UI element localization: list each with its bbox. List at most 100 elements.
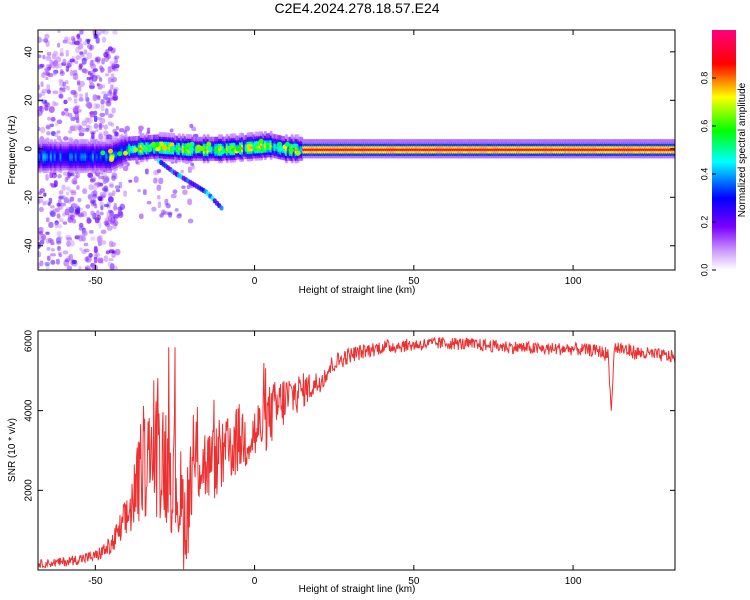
spectrogram-cell — [115, 126, 119, 131]
spectrogram-cell — [59, 218, 64, 223]
spectrogram-cell — [79, 247, 83, 251]
spectrogram-cell — [83, 242, 89, 247]
spectrogram-cell — [46, 54, 52, 60]
spectrogram-cell — [84, 256, 89, 262]
spectrogram-cell — [100, 150, 106, 156]
spectrogram-cell — [147, 127, 151, 134]
spectrogram-cell — [56, 230, 62, 237]
spectrogram-cell — [62, 250, 69, 255]
spectrogram-cell — [57, 246, 61, 250]
spectrogram-cell — [111, 175, 116, 181]
spectrogram-cell — [85, 266, 89, 270]
spectrogram-cell — [150, 141, 156, 147]
spectrogram-cell — [109, 113, 114, 118]
spectrogram-cell — [292, 143, 298, 149]
spectrogram-cell — [119, 203, 126, 210]
spectrogram-cell — [138, 213, 144, 220]
spectrogram-cell — [90, 200, 95, 205]
spectrogram-cell — [104, 217, 110, 224]
spectrogram-cell — [107, 92, 111, 96]
spectrogram-cell — [94, 203, 98, 209]
colorbar-label: Normalized spectral amplitude — [737, 82, 748, 217]
spectrogram-cell — [71, 260, 77, 265]
spectrogram-cell — [95, 252, 101, 258]
spectrogram-cell — [50, 248, 55, 252]
spectrogram-cell — [59, 87, 63, 91]
spectrogram-cell — [119, 128, 125, 133]
spectrogram-cell — [39, 260, 44, 267]
spectrogram-cell — [38, 84, 41, 91]
spectrogram-cell — [114, 131, 119, 137]
spectrogram-cell — [100, 240, 107, 245]
spectrogram-y-tick-label: -20 — [24, 190, 35, 205]
spectrogram-cell — [98, 131, 103, 139]
spectrogram-cell — [73, 174, 79, 180]
spectrogram-cell — [62, 221, 68, 225]
spectrogram-cell — [48, 106, 55, 113]
spectrogram-cell — [54, 132, 58, 138]
spectrogram-y-label: Frequency (Hz) — [7, 116, 18, 185]
spectrogram-cell — [78, 125, 84, 133]
spectrogram-cell — [145, 168, 149, 175]
spectrogram-cell — [77, 207, 84, 211]
spectrogram-cell — [105, 108, 109, 116]
spectrogram-cell — [107, 196, 114, 203]
spectrogram-cell — [135, 159, 139, 164]
spectrogram-cell — [98, 196, 103, 202]
snr-x-ticks: -50 0 50 100 — [88, 331, 582, 587]
spectrogram-cell — [52, 208, 59, 213]
spectrogram-cell — [78, 65, 83, 71]
spectrogram-cell — [70, 240, 75, 247]
spectrogram-cell — [98, 123, 102, 130]
spectrogram-cell — [85, 256, 90, 264]
spectrogram-cell — [277, 141, 283, 147]
spectrogram-x-ticks: -50 0 50 100 — [88, 30, 582, 287]
spectrogram-x-label: Height of straight line (km) — [299, 285, 416, 296]
spectrogram-cell — [59, 80, 65, 87]
snr-y-tick-label: 6000 — [24, 329, 35, 352]
spectrogram-cell — [65, 191, 70, 196]
spectrogram-cell — [51, 53, 56, 60]
colorbar-scale — [712, 30, 736, 270]
spectrogram-cell — [58, 62, 62, 69]
spectrogram-cell — [97, 83, 103, 90]
spectrogram-cell — [45, 237, 51, 244]
spectrogram-cell — [102, 178, 107, 185]
spectrogram-cell — [99, 112, 106, 117]
snr-y-label: SNR (10 * v/v) — [7, 418, 18, 482]
spectrogram-cell — [66, 206, 70, 212]
spectrogram-cell — [43, 192, 47, 197]
spectrogram-cell — [85, 127, 90, 132]
spectrogram-cell — [207, 146, 213, 152]
spectrogram-cell — [112, 265, 118, 270]
spectrogram-cell — [110, 241, 117, 247]
figure-title: C2E4.2024.278.18.57.E24 — [274, 0, 439, 16]
spectrogram-cell — [189, 123, 194, 129]
spectrogram-cell — [103, 255, 108, 262]
spectrogram-cell — [46, 84, 50, 91]
spectrogram-cell — [95, 56, 101, 63]
spectrogram-cell — [112, 47, 117, 53]
spectrogram-cell — [66, 265, 73, 270]
spectrogram-cell — [100, 205, 104, 211]
spectrogram-cell — [46, 125, 51, 130]
spectrogram-cell — [195, 147, 201, 153]
spectrogram-cell — [66, 62, 71, 69]
spectrogram-cell — [38, 198, 44, 204]
spectrogram-cell — [38, 38, 45, 42]
snr-x-tick-label: -50 — [88, 576, 103, 587]
spectrogram-cell — [81, 249, 87, 255]
spectrogram-cell — [77, 42, 84, 50]
spectrogram-cell — [66, 255, 71, 263]
spectrogram-cell — [90, 203, 94, 207]
spectrogram-cell — [95, 37, 100, 44]
spectrogram-cell — [288, 147, 294, 153]
spectrogram-cell — [105, 100, 112, 107]
spectrogram-cell — [92, 68, 97, 73]
spectrogram-cell — [100, 172, 107, 178]
spectrogram-cell — [108, 215, 112, 222]
spectrogram-cell — [65, 49, 69, 57]
spectrogram-cell — [59, 47, 64, 55]
spectrogram-cell — [100, 30, 106, 34]
